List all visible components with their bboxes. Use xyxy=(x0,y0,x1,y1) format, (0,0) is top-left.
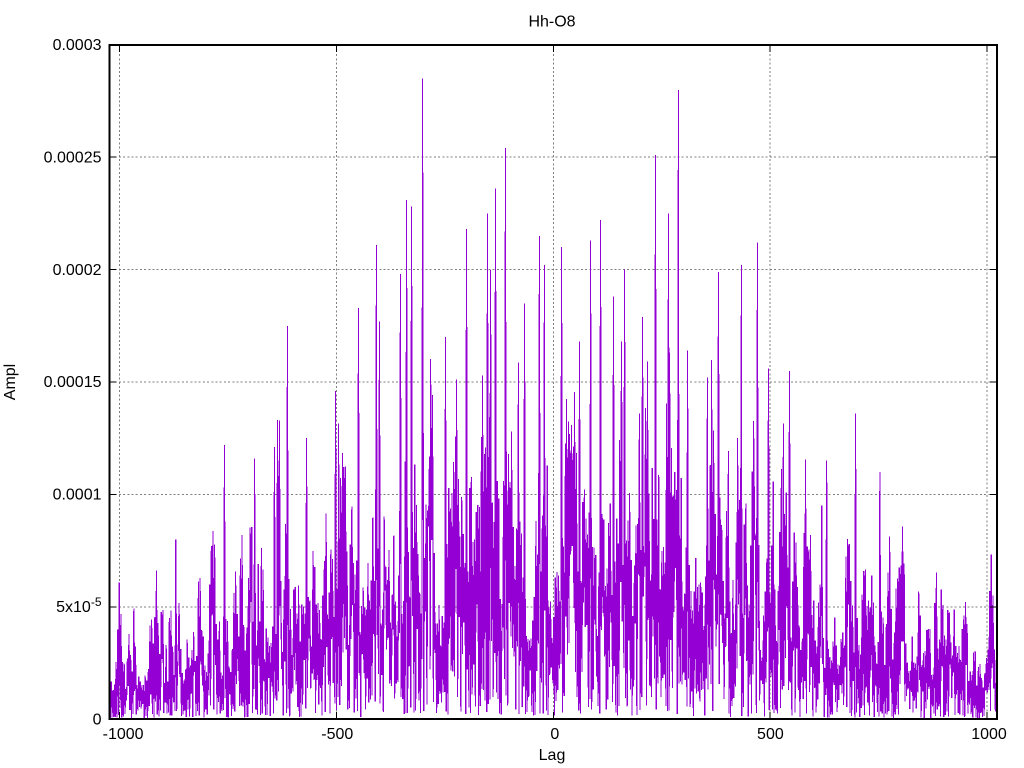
svg-text:0: 0 xyxy=(93,711,102,728)
svg-text:Hh-O8: Hh-O8 xyxy=(528,14,575,31)
svg-text:0.0002: 0.0002 xyxy=(53,262,102,279)
svg-text:0: 0 xyxy=(550,726,559,743)
svg-text:Lag: Lag xyxy=(539,747,566,764)
svg-text:0.00025: 0.00025 xyxy=(44,149,102,166)
svg-text:0.00015: 0.00015 xyxy=(44,374,102,391)
svg-text:-500: -500 xyxy=(321,726,353,743)
svg-text:500: 500 xyxy=(757,726,784,743)
svg-text:1000: 1000 xyxy=(971,726,1007,743)
svg-text:-1000: -1000 xyxy=(103,726,144,743)
svg-text:0.0001: 0.0001 xyxy=(53,487,102,504)
svg-text:5x10-5: 5x10-5 xyxy=(56,595,102,616)
svg-text:Ampl: Ampl xyxy=(2,364,19,400)
svg-text:0.0003: 0.0003 xyxy=(53,37,102,54)
